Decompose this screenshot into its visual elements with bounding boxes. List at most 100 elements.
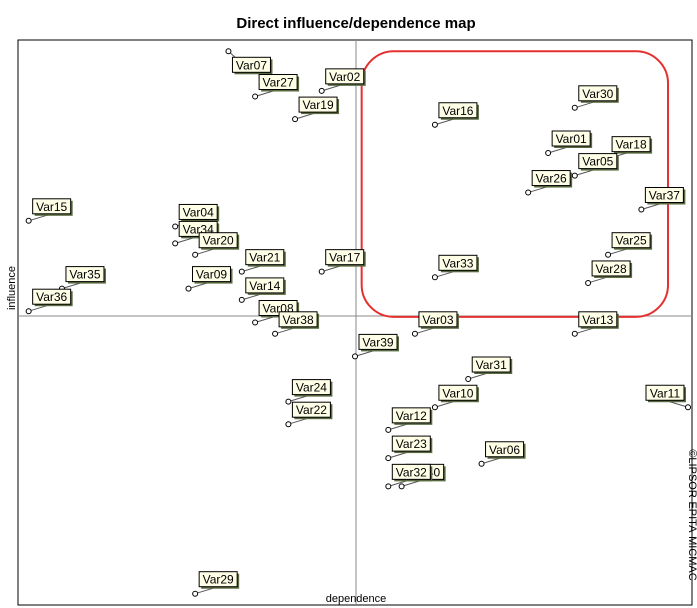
point-var18: Var18 — [605, 136, 653, 162]
y-axis-label: influence — [6, 266, 18, 310]
data-point-marker — [172, 223, 179, 230]
point-label: Var32 — [396, 465, 427, 479]
data-point-marker — [385, 483, 392, 490]
data-point-marker — [292, 116, 299, 123]
data-point-marker — [385, 455, 392, 462]
data-point-marker — [192, 251, 199, 258]
point-var06: Var06 — [478, 441, 526, 467]
data-point-marker — [272, 330, 279, 337]
point-var35: Var35 — [58, 266, 106, 292]
point-label: Var27 — [263, 76, 294, 90]
data-point-marker — [545, 150, 552, 156]
point-label: Var31 — [476, 358, 507, 372]
point-var10: Var10 — [431, 384, 479, 411]
point-label: Var04 — [183, 205, 214, 219]
data-point-marker — [238, 296, 245, 303]
point-label: Var39 — [362, 335, 393, 349]
data-point-marker — [192, 590, 199, 597]
point-var21: Var21 — [238, 249, 286, 275]
point-label: Var20 — [203, 234, 234, 248]
label-box — [298, 96, 338, 113]
data-point-marker — [385, 426, 392, 433]
label-box — [198, 232, 238, 249]
data-point-marker — [525, 189, 532, 196]
point-var25: Var25 — [605, 232, 653, 258]
point-label: Var15 — [36, 200, 67, 214]
data-point-marker — [238, 268, 245, 275]
point-label: Var26 — [536, 172, 567, 186]
point-label: Var25 — [616, 234, 647, 248]
data-point-marker — [225, 48, 232, 55]
point-var27: Var27 — [252, 74, 300, 100]
point-label: Var10 — [442, 386, 473, 400]
point-label: Var33 — [442, 256, 473, 270]
point-var19: Var19 — [292, 96, 340, 123]
data-point-marker — [172, 240, 179, 247]
label-box — [391, 435, 431, 452]
label-box — [325, 68, 365, 85]
data-point-marker — [185, 285, 192, 292]
point-var20: Var20 — [192, 232, 240, 258]
label-box — [245, 277, 285, 294]
data-point-marker — [638, 206, 645, 213]
point-var36: Var36 — [25, 288, 73, 315]
point-label: Var18 — [616, 138, 647, 152]
point-label: Var17 — [329, 251, 360, 265]
data-point-marker — [352, 353, 358, 360]
point-var09: Var09 — [185, 266, 233, 292]
point-var15: Var15 — [25, 198, 73, 224]
label-box — [198, 571, 238, 588]
point-var02: Var02 — [318, 68, 366, 94]
label-box — [578, 153, 618, 170]
points-layer: Var07 Var02 Var27 Var19 Var30 Var16 Var01 Var18… — [25, 48, 691, 597]
data-point-marker — [605, 251, 612, 258]
label-box — [192, 266, 231, 283]
point-var23: Var23 — [385, 435, 433, 462]
label-box — [418, 311, 458, 328]
label-box — [65, 266, 105, 283]
point-label: Var11 — [650, 386, 681, 400]
data-point-marker — [318, 87, 325, 94]
point-var22: Var22 — [285, 401, 333, 428]
plot-frame — [17, 39, 693, 606]
label-box — [438, 254, 478, 271]
label-box — [591, 260, 631, 277]
point-label: Var02 — [329, 70, 360, 84]
data-point-marker — [571, 104, 578, 111]
point-label: Var05 — [582, 155, 613, 169]
label-box — [258, 74, 298, 90]
data-point-marker — [571, 172, 578, 179]
point-label: Var36 — [36, 290, 67, 304]
chart-title: Direct influence/dependence map — [236, 15, 475, 32]
point-label: Var01 — [556, 132, 587, 146]
data-point-marker — [571, 330, 578, 337]
label-box — [178, 203, 218, 220]
point-var01: Var01 — [545, 130, 593, 156]
point-var31: Var31 — [465, 356, 513, 382]
label-box — [611, 232, 651, 249]
label-box — [531, 170, 571, 187]
label-box — [291, 379, 331, 396]
label-box — [551, 130, 591, 147]
data-point-marker — [685, 404, 691, 411]
label-box — [578, 311, 618, 328]
label-box — [32, 198, 72, 215]
label-box — [485, 441, 525, 458]
point-label: Var13 — [582, 313, 613, 327]
data-point-marker — [252, 93, 259, 100]
label-box — [438, 384, 478, 401]
label-box — [438, 102, 478, 119]
point-label: Var35 — [69, 268, 100, 282]
point-var05: Var05 — [571, 153, 619, 179]
point-var17: Var17 — [318, 249, 366, 275]
point-var16: Var16 — [431, 102, 479, 128]
point-label: Var19 — [302, 98, 333, 112]
label-box — [391, 407, 431, 424]
point-var13: Var13 — [571, 311, 619, 337]
point-label: Var38 — [283, 313, 314, 327]
point-var39: Var39 — [352, 333, 399, 360]
data-point-marker — [398, 483, 405, 490]
point-var33: Var33 — [431, 254, 479, 281]
